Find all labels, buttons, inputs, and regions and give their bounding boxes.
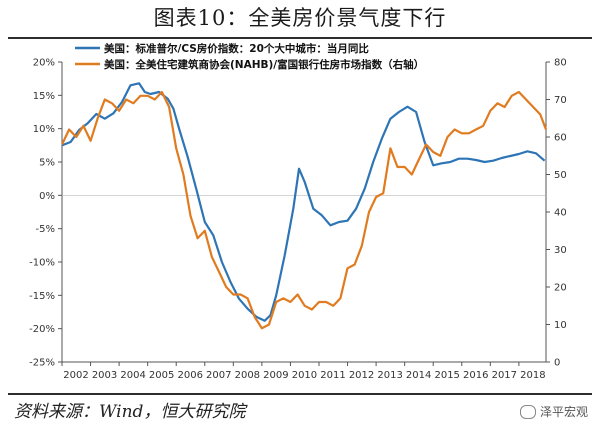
legend-entry: 美国：标准普尔/CS房价指数：20个大中城市：当月同比 — [104, 42, 369, 55]
right-tick-label: 10 — [554, 320, 567, 331]
x-tick-label: 2010 — [292, 370, 317, 381]
x-tick-label: 2011 — [320, 370, 345, 381]
wechat-icon — [519, 404, 536, 419]
x-tick-label: 2004 — [120, 370, 145, 381]
brand-label: 泽平宏观 — [539, 405, 588, 419]
right-tick-label: 0 — [554, 358, 560, 369]
x-tick-label: 2008 — [235, 370, 260, 381]
right-tick-label: 40 — [554, 208, 567, 219]
left-tick-label: -5% — [36, 224, 55, 235]
right-tick-label: 30 — [554, 245, 567, 256]
series-layer — [61, 82, 548, 330]
x-tick-label: 2012 — [349, 370, 374, 381]
x-tick-label: 2006 — [177, 370, 202, 381]
x-tick-label: 2014 — [406, 370, 431, 381]
source-divider — [8, 393, 592, 395]
left-tick-label: -10% — [29, 258, 55, 269]
left-tick-label: -25% — [29, 358, 55, 369]
legend: 美国：标准普尔/CS房价指数：20个大中城市：当月同比美国：全美住宅建筑商协会(… — [75, 42, 424, 71]
x-tick-label: 2018 — [520, 370, 545, 381]
x-tick-label: 2015 — [434, 370, 459, 381]
right-tick-label: 80 — [554, 58, 567, 69]
x-tick-label: 2007 — [206, 370, 231, 381]
right-tick-label: 50 — [554, 170, 567, 181]
source-note: 资料来源：Wind，恒大研究院 — [14, 402, 246, 422]
series-line-cs-index — [61, 82, 546, 322]
right-tick-label: 60 — [554, 133, 567, 144]
left-tick-label: 20% — [33, 58, 55, 69]
x-tick-label: 2017 — [492, 370, 517, 381]
left-tick-label: 15% — [33, 91, 55, 102]
x-tick-label: 2002 — [63, 370, 88, 381]
title-divider — [8, 37, 592, 39]
x-tick-label: 2005 — [149, 370, 174, 381]
left-tick-label: 5% — [39, 158, 55, 169]
x-tick-label: 2013 — [377, 370, 402, 381]
brand-mark: 泽平宏观 — [519, 403, 588, 420]
x-tick-label: 2016 — [463, 370, 488, 381]
chart-title: 图表10：全美房价景气度下行 — [153, 6, 447, 30]
right-tick-label: 70 — [554, 95, 567, 106]
legend-entry: 美国：全美住宅建筑商协会(NAHB)/富国银行住房市场指数（右轴） — [104, 58, 424, 71]
left-tick-label: -15% — [29, 291, 55, 302]
series-line-nahb-index — [61, 90, 548, 330]
x-tick-label: 2003 — [92, 370, 117, 381]
x-tick-label: 2009 — [263, 370, 288, 381]
left-tick-label: 0% — [39, 191, 55, 202]
axes-layer: 20% 15% 10% 5% 0% -5% -10% -15% -20% -25% 80 70 60 50… — [29, 58, 567, 382]
left-tick-label: 10% — [33, 124, 55, 135]
right-tick-label: 20 — [554, 283, 567, 294]
left-tick-label: -20% — [29, 324, 55, 335]
